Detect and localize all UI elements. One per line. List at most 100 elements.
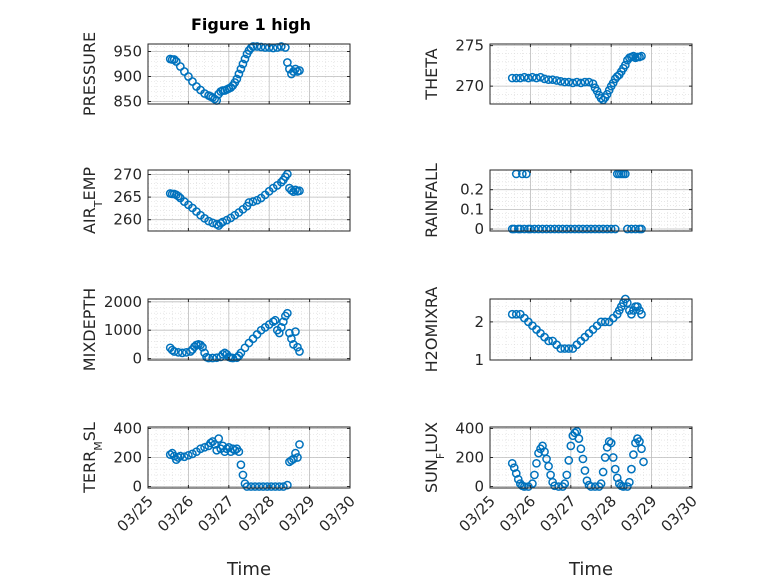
data-point [295, 66, 304, 75]
data-point [291, 185, 300, 195]
y-tick-label: 1000 [104, 321, 142, 339]
data-point [238, 59, 248, 69]
data-point [248, 197, 258, 206]
plot-area [490, 170, 692, 231]
data-point [637, 309, 646, 319]
data-point [598, 224, 608, 234]
ylabel-rest: SL [80, 422, 99, 441]
data-point [204, 216, 213, 226]
y-tick-label: 200 [113, 449, 142, 467]
data-point [566, 441, 576, 451]
data-point [578, 454, 588, 464]
data-point [610, 464, 620, 474]
data-point [625, 477, 634, 487]
axes-layer: 850 900 950 PRESSURE 270 275 THETA 260 265 270 AIR… [80, 32, 701, 580]
data-point [564, 344, 574, 353]
subplot-pressure: 850 900 950 PRESSURE [80, 32, 351, 116]
data-point [560, 344, 570, 353]
data-point [266, 482, 276, 491]
data-point [602, 89, 612, 99]
y-tick-label: 200 [455, 449, 484, 467]
ylabel-subscript: M [92, 441, 105, 451]
data-point [576, 444, 586, 454]
data-point [295, 347, 304, 356]
data-point [546, 224, 555, 234]
data-point [509, 463, 519, 473]
y-axis-label: MIXDEPTH [80, 288, 99, 371]
data-point [562, 470, 572, 480]
data-point [584, 480, 594, 490]
data-point [566, 224, 576, 234]
data-point [234, 447, 244, 457]
subplot-air_temp: 260 265 270 AIRTEMP [80, 166, 351, 234]
data-point [234, 69, 244, 79]
data-point [620, 60, 630, 70]
data-point [177, 348, 187, 358]
y-axis-label: AIRTEMP [80, 167, 105, 234]
data-point [198, 342, 207, 352]
data-point [604, 437, 614, 446]
data-point [580, 77, 590, 87]
data-point [586, 224, 596, 234]
data-point [230, 445, 240, 455]
y-tick-label: 270 [455, 77, 484, 95]
data-point [196, 340, 205, 350]
data-point [507, 309, 517, 319]
data-point [584, 77, 594, 87]
data-point [612, 473, 622, 483]
ylabel-subscript: F [434, 453, 447, 459]
data-point [564, 456, 574, 465]
data-point [580, 466, 590, 475]
data-point [293, 453, 302, 462]
axes-frame [489, 169, 693, 232]
ylabel-main: TERR [80, 451, 99, 494]
y-axis-label: PRESSURE [80, 32, 99, 116]
y-tick-label: 400 [455, 419, 484, 437]
y-tick-label: 0 [474, 220, 484, 238]
data-point [631, 438, 640, 448]
data-point [268, 317, 278, 327]
y-tick-label: 275 [455, 37, 484, 55]
ylabel-rest: EMP [80, 167, 99, 201]
data-point [637, 51, 646, 61]
data-point [608, 78, 618, 88]
data-point [582, 476, 592, 486]
ylabel-main: AIR [80, 207, 99, 234]
data-point [596, 93, 606, 103]
data-point [244, 198, 254, 207]
data-point [556, 344, 566, 353]
data-point [242, 482, 252, 491]
data-point [513, 474, 523, 484]
ylabel-subscript: T [92, 200, 105, 208]
data-point [196, 444, 205, 454]
data-point [519, 224, 529, 234]
data-point [270, 482, 280, 491]
data-point [289, 454, 298, 464]
y-axis-label: TERRMSL [80, 422, 105, 494]
data-point [509, 224, 519, 234]
data-point [258, 482, 268, 491]
data-point [556, 76, 566, 86]
data-point [252, 42, 262, 51]
data-point [289, 67, 298, 76]
data-point [639, 457, 648, 467]
data-point [232, 74, 242, 84]
data-point [550, 481, 559, 491]
data-point [283, 480, 292, 490]
data-point [212, 445, 222, 455]
data-point [608, 453, 618, 462]
data-point [184, 450, 193, 460]
data-point [586, 482, 596, 491]
figure-title: Figure 1 high [191, 15, 311, 34]
y-axis-label: SUNFLUX [422, 422, 447, 493]
plot-area [148, 44, 350, 104]
data-point [526, 224, 535, 234]
data-point [236, 64, 246, 74]
data-point [574, 434, 584, 443]
data-point [631, 224, 640, 234]
data-point [278, 482, 288, 491]
x-axis-label: Time [568, 559, 613, 580]
data-point [254, 482, 264, 491]
data-point [295, 440, 304, 449]
y-tick-label: 265 [113, 188, 142, 206]
